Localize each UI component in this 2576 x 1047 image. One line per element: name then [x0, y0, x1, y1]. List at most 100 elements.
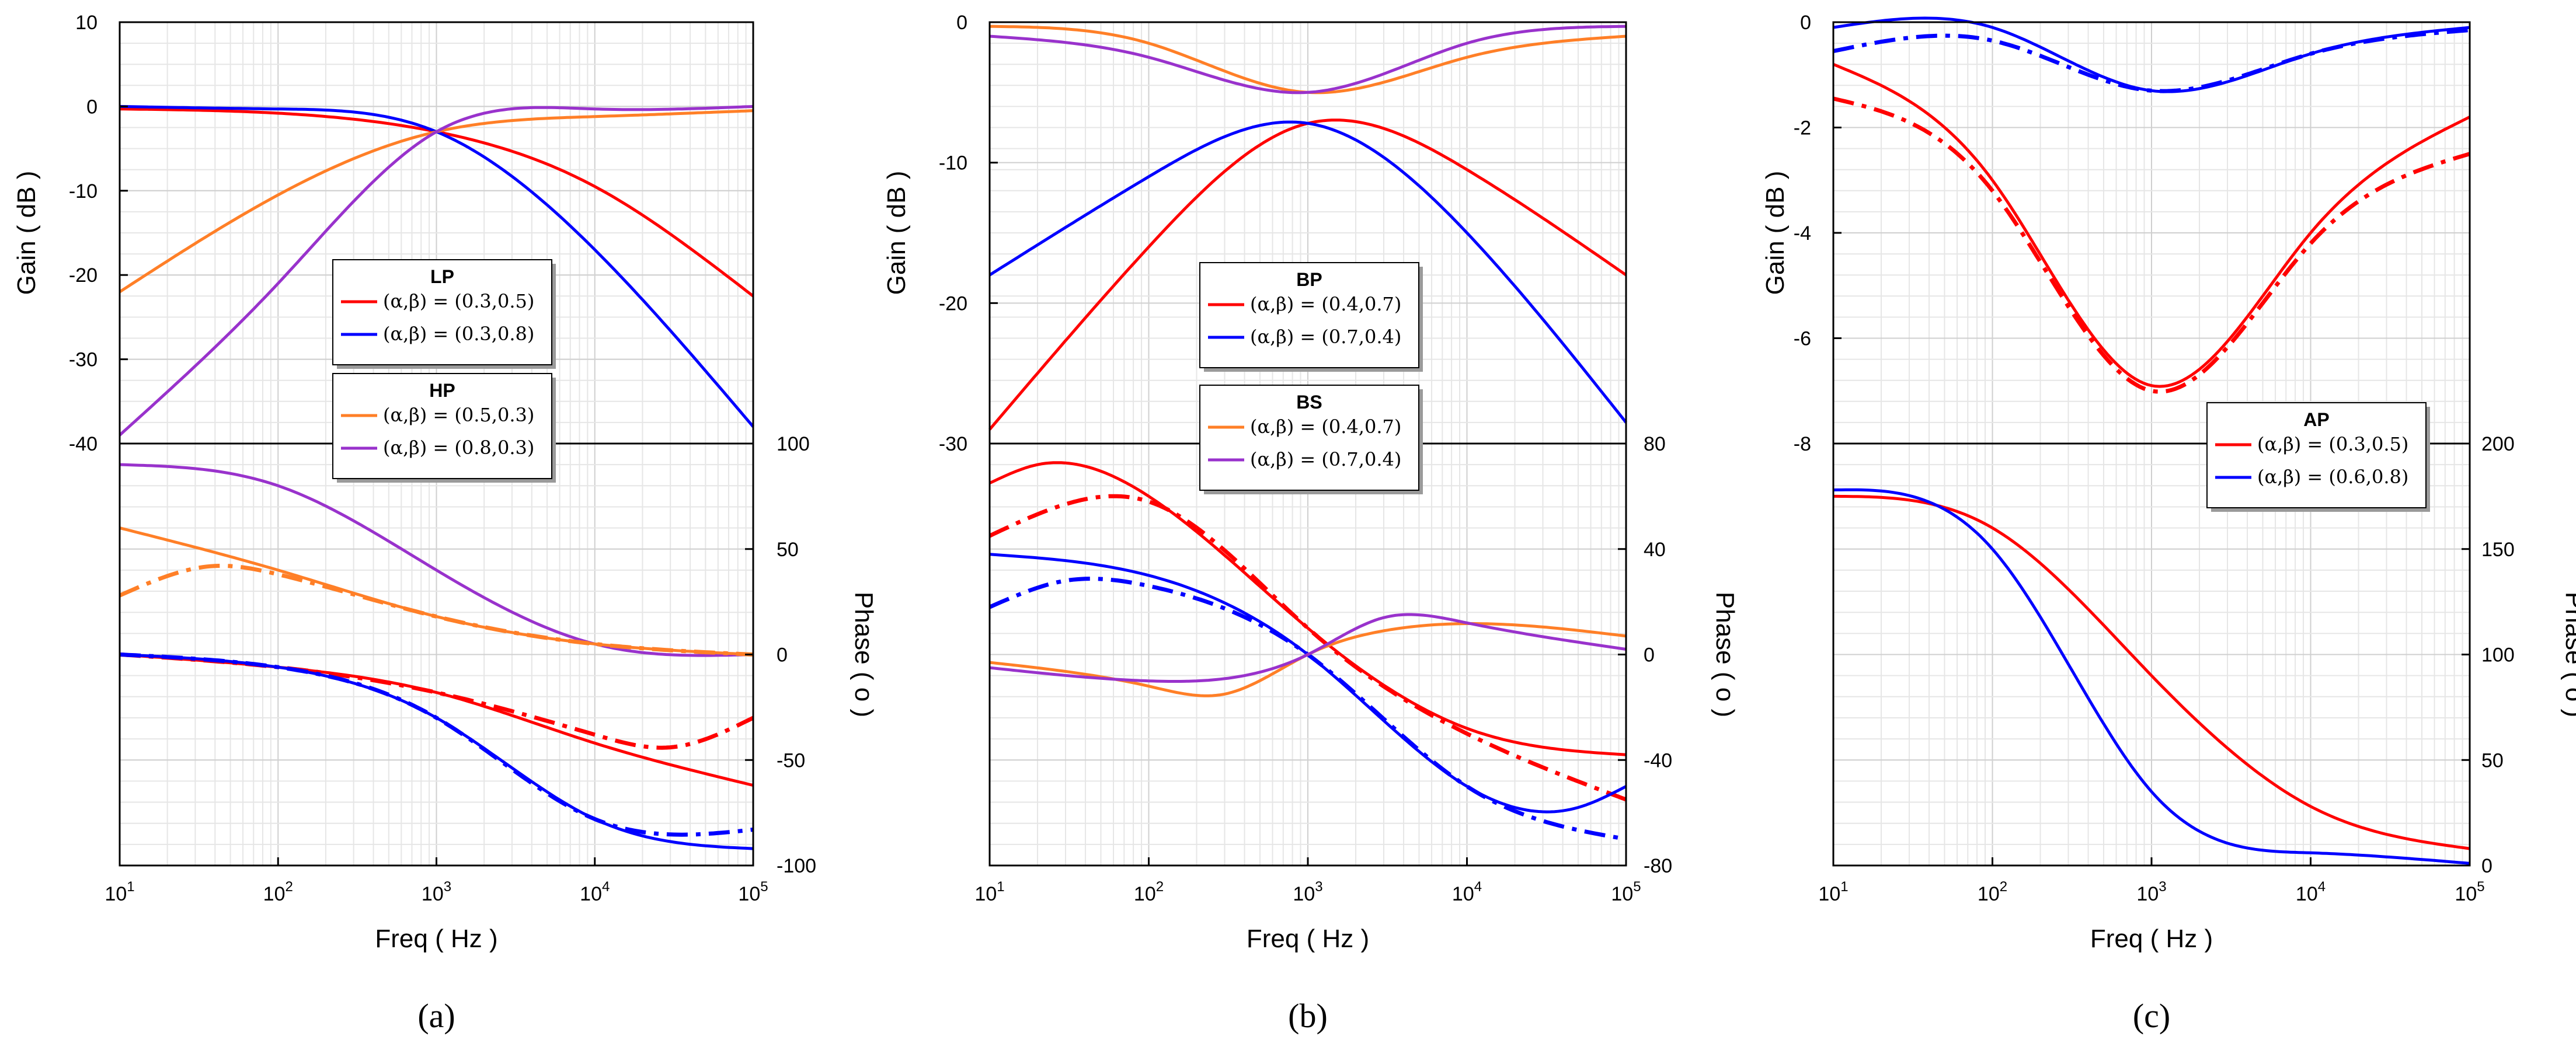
series-line: [1833, 96, 2471, 394]
grid: [989, 22, 1626, 444]
y-tick-label: -20: [939, 292, 967, 315]
series-line: [1833, 488, 2470, 865]
x-tick-exponent: 4: [2318, 879, 2326, 895]
y-tick-label: -100: [777, 855, 816, 877]
panel-b: 0 -10 -20 -30 80 40 0 -40 -80 101 102 103 104 105 Freq…: [882, 12, 1739, 1035]
legend: BP (α,β) = (0.4,0.7) (α,β) = (0.7,0.4): [1199, 262, 1423, 372]
y-tick-label: -4: [1794, 222, 1811, 245]
legend-label: (α,β) = (0.4,0.7): [1250, 416, 1401, 438]
y-tick-label: -30: [939, 433, 967, 455]
y-tick-label: 40: [1644, 539, 1666, 561]
x-tick-label: 103: [1293, 879, 1322, 905]
legend-title: LP: [430, 266, 454, 287]
gain-axis-label: Gain ( dB ): [12, 171, 41, 295]
grid: [989, 443, 1626, 866]
legend-label: (α,β) = (0.6,0.8): [2257, 466, 2408, 488]
y-tick-label: -6: [1794, 328, 1811, 350]
phase-series: [1833, 488, 2470, 865]
legend: LP (α,β) = (0.3,0.5) (α,β) = (0.3,0.8): [332, 259, 556, 369]
legend: AP (α,β) = (0.3,0.5) (α,β) = (0.6,0.8): [2206, 402, 2430, 512]
gain-axis-label: Gain ( dB ): [882, 171, 911, 295]
x-tick-exponent: 3: [444, 879, 451, 895]
series-line: [119, 463, 754, 657]
gain-series: [1833, 16, 2471, 394]
y-tick-label: -10: [939, 152, 967, 175]
gain-axis-label: Gain ( dB ): [1761, 171, 1790, 295]
gain-series: [988, 25, 1627, 431]
phase-series: [119, 463, 754, 850]
y-tick-label: 0: [86, 96, 98, 118]
y-tick-label: -20: [69, 264, 98, 287]
y-tick-label: -2: [1794, 117, 1811, 139]
x-tick-label: 101: [1818, 879, 1848, 905]
legend-box: [1199, 385, 1419, 491]
phase-axis-label: Phase ( o ): [1711, 592, 1739, 717]
x-tick-label: 105: [738, 879, 768, 905]
x-tick-label: 104: [580, 879, 610, 905]
y-tick-label: -40: [69, 433, 98, 455]
y-tick-label: 50: [777, 539, 799, 561]
x-axis-label: Freq ( Hz ): [1247, 924, 1369, 953]
y-tick-label: 100: [777, 433, 810, 455]
legend-label: (α,β) = (0.4,0.7): [1250, 293, 1401, 315]
x-tick-label: 105: [1611, 879, 1641, 905]
phase-axis-label: Phase ( o ): [850, 592, 878, 717]
y-tick-label: 10: [75, 12, 98, 34]
y-tick-label: -40: [1644, 749, 1672, 772]
legend-label: (α,β) = (0.7,0.4): [1250, 448, 1401, 470]
series-line: [988, 120, 1627, 424]
x-tick-label: 105: [2455, 879, 2484, 905]
x-tick-label: 101: [105, 879, 134, 905]
series-line: [119, 104, 754, 437]
y-tick-label: -30: [69, 349, 98, 371]
x-tick-exponent: 1: [127, 879, 134, 895]
legend-box: [1199, 262, 1419, 368]
y-tick-label: 80: [1644, 433, 1666, 455]
legend-label: (α,β) = (0.7,0.4): [1250, 326, 1401, 348]
grid: [1833, 443, 2470, 866]
y-tick-label: 0: [777, 644, 788, 666]
gain-series: [119, 104, 754, 437]
x-axis-label: Freq ( Hz ): [375, 924, 497, 953]
panel-label: (a): [417, 997, 455, 1035]
y-tick-label: 100: [2481, 644, 2515, 666]
series-line: [988, 494, 1627, 802]
x-tick-exponent: 1: [1840, 879, 1848, 895]
x-tick-exponent: 3: [2159, 879, 2166, 895]
x-tick-label: 103: [2136, 879, 2166, 905]
series-line: [988, 461, 1627, 756]
x-tick-label: 101: [974, 879, 1004, 905]
legend-title: HP: [429, 380, 455, 401]
x-tick-exponent: 2: [1156, 879, 1164, 895]
x-tick-exponent: 5: [1633, 879, 1641, 895]
x-tick-exponent: 5: [760, 879, 768, 895]
x-tick-exponent: 2: [285, 879, 293, 895]
legend: HP (α,β) = (0.5,0.3) (α,β) = (0.8,0.3): [332, 373, 556, 483]
panel-c: 0 -2 -4 -6 -8 200 150 100 50 0 101 102 103 104 105 Freq…: [1761, 12, 2576, 1035]
y-tick-label: 200: [2481, 433, 2515, 455]
x-tick-exponent: 1: [997, 879, 1004, 895]
legend-title: BP: [1296, 269, 1322, 290]
legend: BS (α,β) = (0.4,0.7) (α,β) = (0.7,0.4): [1199, 385, 1423, 494]
y-tick-label: 0: [956, 12, 967, 34]
legend-label: (α,β) = (0.5,0.3): [383, 404, 534, 426]
y-tick-label: 50: [2481, 749, 2504, 772]
x-axis-label: Freq ( Hz ): [2090, 924, 2213, 953]
series-line: [989, 25, 1627, 95]
x-tick-label: 102: [1134, 879, 1164, 905]
x-tick-label: 102: [1978, 879, 2007, 905]
phase-series: [988, 461, 1627, 842]
panel-label: (c): [2133, 997, 2170, 1035]
legend-box: [332, 373, 552, 479]
series-line: [989, 613, 1627, 683]
x-tick-label: 103: [422, 879, 451, 905]
phase-axis-label: Phase ( o ): [2560, 592, 2576, 717]
legend-label: (α,β) = (0.8,0.3): [383, 437, 534, 459]
legend-label: (α,β) = (0.3,0.5): [2257, 433, 2408, 455]
x-tick-label: 104: [1452, 879, 1482, 905]
legend-label: (α,β) = (0.3,0.8): [383, 323, 534, 345]
series-line: [119, 652, 754, 837]
x-tick-label: 102: [263, 879, 293, 905]
y-tick-label: 0: [1800, 12, 1811, 34]
